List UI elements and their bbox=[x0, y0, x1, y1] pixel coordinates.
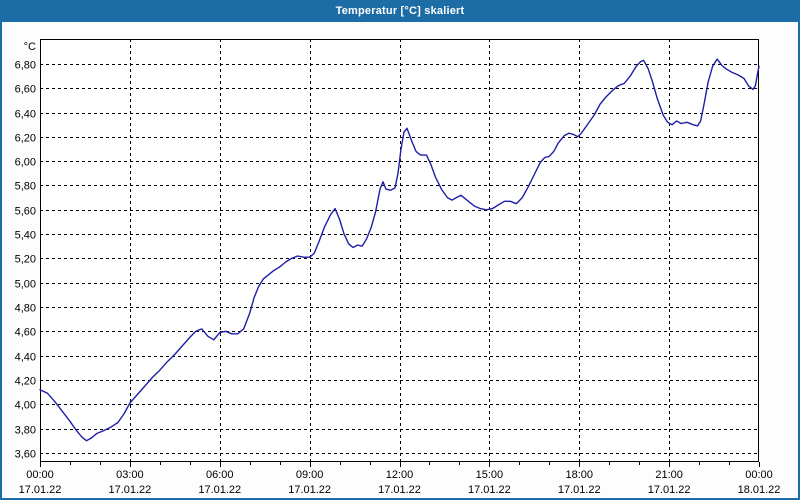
y-tick-label: 6,60 bbox=[15, 84, 36, 96]
y-tick-label: 5,20 bbox=[15, 254, 36, 266]
x-tick-time-label: 00:00 bbox=[26, 469, 54, 481]
x-tick-date-label: 17.01.22 bbox=[198, 484, 241, 496]
y-tick-label: 4,20 bbox=[15, 376, 36, 388]
y-tick-label: 5,00 bbox=[15, 279, 36, 291]
y-tick-label: 4,60 bbox=[15, 327, 36, 339]
x-tick-time-label: 03:00 bbox=[116, 469, 144, 481]
plot-area bbox=[40, 39, 759, 462]
y-tick-label: 3,80 bbox=[15, 425, 36, 437]
x-tick-time-label: 18:00 bbox=[565, 469, 593, 481]
window-titlebar[interactable]: Temperatur [°C] skaliert bbox=[2, 2, 798, 22]
window-title: Temperatur [°C] skaliert bbox=[335, 5, 465, 17]
temperature-line bbox=[39, 58, 760, 442]
y-tick-label: 5,80 bbox=[15, 181, 36, 193]
y-tick-label: 6,20 bbox=[15, 133, 36, 145]
x-tick-time-label: 21:00 bbox=[655, 469, 683, 481]
y-axis-unit-label: °C bbox=[24, 41, 36, 53]
x-tick-time-label: 06:00 bbox=[206, 469, 234, 481]
y-tick-label: 5,60 bbox=[15, 206, 36, 218]
plot-border bbox=[40, 39, 759, 462]
x-tick-date-label: 17.01.22 bbox=[468, 484, 511, 496]
x-tick-time-label: 09:00 bbox=[296, 469, 324, 481]
y-tick-label: 6,00 bbox=[15, 157, 36, 169]
x-tick-time-label: 12:00 bbox=[386, 469, 414, 481]
y-tick-label: 6,40 bbox=[15, 109, 36, 121]
y-tick-label: 5,40 bbox=[15, 230, 36, 242]
x-tick-date-label: 17.01.22 bbox=[648, 484, 691, 496]
y-tick-label: 4,80 bbox=[15, 303, 36, 315]
y-tick-label: 3,60 bbox=[15, 449, 36, 461]
x-tick-time-label: 15:00 bbox=[476, 469, 504, 481]
x-tick-date-label: 17.01.22 bbox=[19, 484, 62, 496]
x-tick-date-label: 17.01.22 bbox=[288, 484, 331, 496]
x-tick-date-label: 18.01.22 bbox=[738, 484, 781, 496]
y-tick-label: 6,80 bbox=[15, 60, 36, 72]
x-tick-date-label: 17.01.22 bbox=[558, 484, 601, 496]
y-tick-label: 4,40 bbox=[15, 352, 36, 364]
x-tick-time-label: 00:00 bbox=[745, 469, 773, 481]
x-tick-date-label: 17.01.22 bbox=[108, 484, 151, 496]
x-tick-date-label: 17.01.22 bbox=[378, 484, 421, 496]
y-tick-label: 4,00 bbox=[15, 400, 36, 412]
